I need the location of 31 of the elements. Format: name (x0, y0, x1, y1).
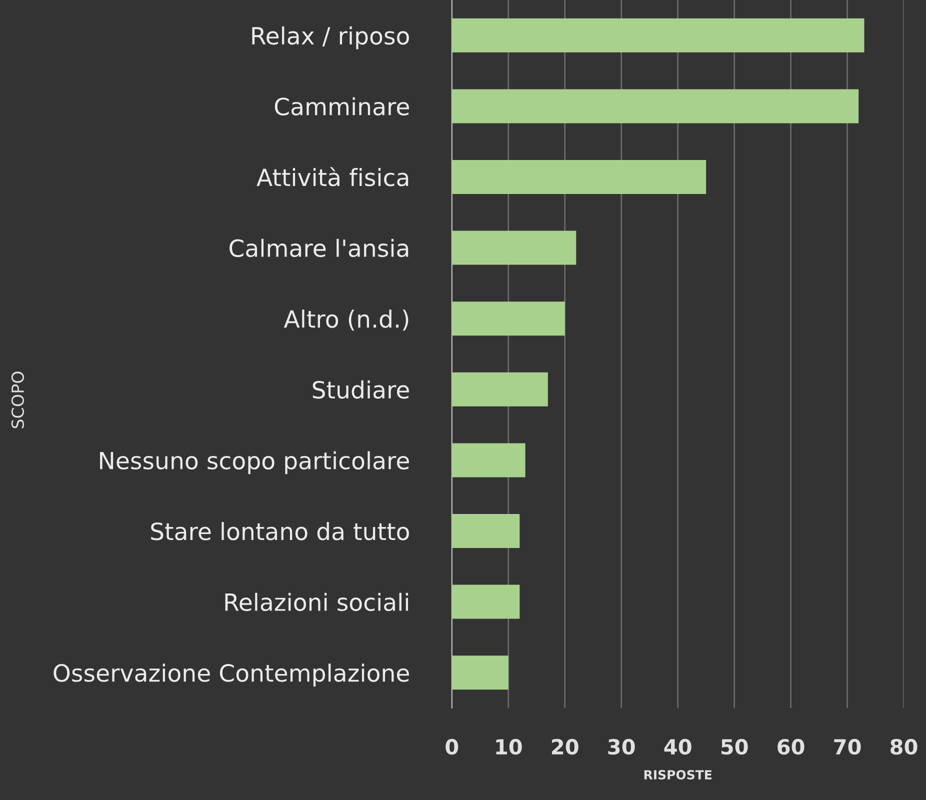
bar (452, 160, 706, 194)
x-tick-label: 60 (778, 738, 804, 755)
bar (452, 18, 864, 52)
bar (452, 514, 520, 548)
y-tick-label: Relax / riposo (252, 26, 409, 50)
y-tick-label: Studiare (312, 380, 409, 399)
x-tick-label: 40 (664, 738, 692, 755)
y-tick-label: Camminare (274, 97, 409, 116)
x-tick-label: 0 (446, 738, 458, 755)
y-tick-label: Nessuno scopo particolare (100, 451, 409, 474)
x-tick-label: 30 (608, 738, 635, 755)
bar (452, 656, 508, 690)
y-tick-label: Altro (n.d.) (284, 310, 408, 331)
x-tick-label: 10 (496, 738, 522, 755)
y-tick-label: Attività fisica (256, 167, 408, 186)
bar (452, 584, 520, 619)
y-tick-label: Osservazione Contemplazione (54, 664, 409, 686)
x-tick-label: 80 (890, 738, 918, 755)
bar (452, 89, 859, 124)
y-tick-label: Stare lontano da tutto (151, 522, 409, 540)
y-tick-label: Calmare l'ansia (230, 238, 408, 258)
bar (452, 302, 565, 336)
x-tick-label: 70 (834, 738, 861, 755)
bar (452, 372, 548, 406)
x-tick-label: 20 (552, 738, 578, 755)
x-tick-label: 50 (721, 738, 748, 755)
bar (452, 230, 576, 265)
x-axis-title: RISPOSTE (644, 770, 712, 780)
y-axis-title: SCOPO (11, 372, 24, 428)
y-tick-label: Relazioni sociali (225, 592, 408, 612)
bar (452, 443, 526, 478)
